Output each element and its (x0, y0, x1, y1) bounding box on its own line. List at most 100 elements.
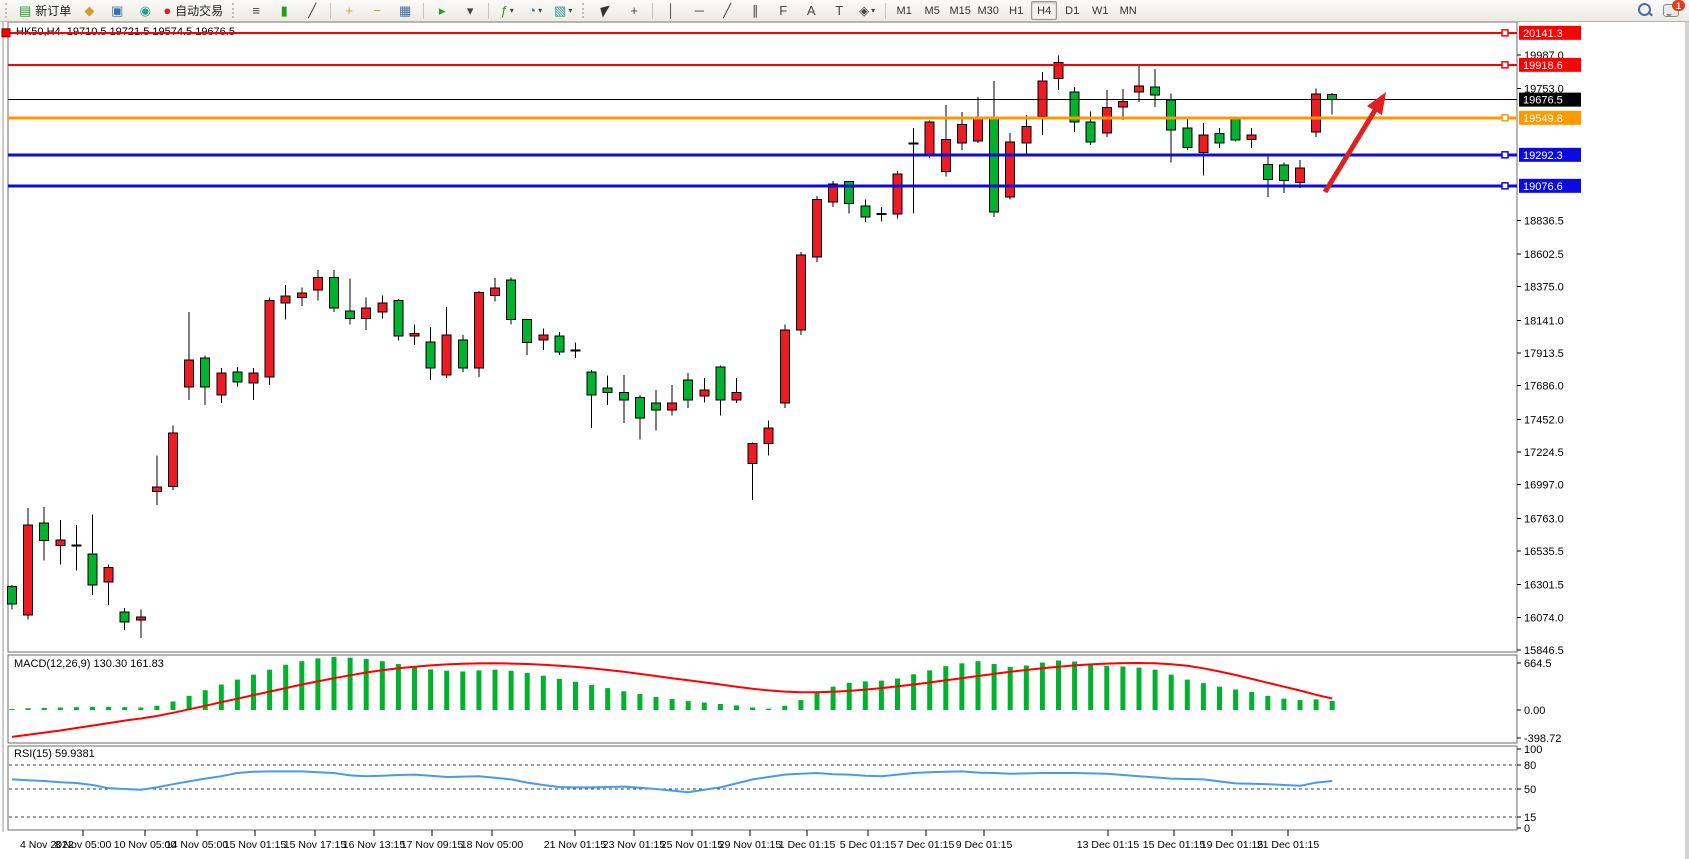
text-icon: A (806, 3, 816, 18)
svg-text:-398.72: -398.72 (1524, 733, 1561, 745)
timeframe-mn[interactable]: MN (1119, 4, 1137, 17)
svg-text:19918.6: 19918.6 (1523, 60, 1563, 72)
svg-text:13 Dec 01:15: 13 Dec 01:15 (1077, 839, 1140, 851)
zoom-in-icon: + (345, 3, 353, 18)
fibonacci-button[interactable]: F (769, 1, 797, 21)
shapes-button[interactable]: ◈ ▾ (853, 1, 881, 21)
new-chart-button[interactable]: ▸ (428, 1, 456, 21)
toolbar-separator (423, 2, 425, 19)
crosshair-button[interactable]: + (620, 1, 648, 21)
zoom-out-icon: − (373, 3, 381, 18)
line-chart-button[interactable]: ╱ (298, 1, 326, 21)
cursor-button[interactable]: ◤ (592, 1, 620, 21)
horizontal-line-button[interactable]: ─ (685, 1, 713, 21)
gold-button[interactable]: ◆ (75, 1, 103, 21)
news-button[interactable]: ◉ (131, 1, 159, 21)
bar-chart-button[interactable]: ≡ (242, 1, 270, 21)
svg-text:18836.5: 18836.5 (1524, 215, 1564, 227)
svg-text:5 Dec 01:15: 5 Dec 01:15 (840, 839, 897, 851)
svg-text:15: 15 (1524, 812, 1536, 824)
svg-text:8 Nov 05:00: 8 Nov 05:00 (55, 839, 112, 851)
svg-text:16535.5: 16535.5 (1524, 546, 1564, 558)
toolbar-grip (232, 3, 238, 18)
auto-trading-label: 自动交易 (175, 4, 224, 18)
channel-button[interactable]: ∥ (741, 1, 769, 21)
svg-text:17224.5: 17224.5 (1524, 447, 1564, 459)
price-axis: 19987.0 19753.0 18836.5 18602.5 18375.0 18141… (1517, 50, 1564, 657)
new-order-label: 新订单 (35, 4, 72, 18)
svg-text:80: 80 (1524, 760, 1536, 772)
periods-button[interactable]: ◔ ▾ (521, 1, 549, 21)
chart-area[interactable] (8, 22, 1517, 832)
terminal-button[interactable]: ▣ (103, 1, 131, 21)
svg-text:4 Nov 2022: 4 Nov 2022 (20, 839, 74, 851)
candlestick-chart-button[interactable]: ▮ (270, 1, 298, 21)
svg-text:14 Nov 05:00: 14 Nov 05:00 (166, 839, 229, 851)
text-button[interactable]: A (797, 1, 825, 21)
svg-text:9 Dec 01:15: 9 Dec 01:15 (956, 839, 1013, 851)
svg-text:17 Nov 09:15: 17 Nov 09:15 (401, 839, 464, 851)
indicators-button[interactable]: ƒ ▾ (493, 1, 521, 21)
toolbar-separator (488, 2, 490, 19)
svg-text:0.00: 0.00 (1524, 705, 1545, 717)
profiles-icon: ▾ (466, 3, 474, 18)
svg-text:16763.0: 16763.0 (1524, 513, 1564, 525)
svg-text:19076.6: 19076.6 (1523, 181, 1563, 193)
svg-text:100: 100 (1524, 744, 1542, 756)
shapes-icon: ◈ (859, 3, 870, 18)
zoom-in-button[interactable]: + (335, 1, 363, 21)
channel-icon: ∥ (751, 3, 759, 18)
timeframe-d1[interactable]: D1 (1065, 4, 1080, 17)
svg-text:16074.0: 16074.0 (1524, 612, 1564, 624)
svg-text:19549.8: 19549.8 (1523, 113, 1563, 125)
rsi-indicator-label: RSI(15) 59.9381 (14, 748, 95, 760)
timeframe-h4[interactable]: H4 (1031, 1, 1058, 20)
chat-button[interactable]: 1 (1663, 0, 1685, 17)
fibonacci-icon: F (779, 3, 788, 18)
new-order-button[interactable]: ▤ 新订单 (15, 1, 75, 21)
search-icon (1638, 2, 1651, 16)
svg-text:19753.0: 19753.0 (1524, 84, 1564, 96)
trendline-button[interactable]: ╱ (713, 1, 741, 21)
zoom-out-button[interactable]: − (363, 1, 391, 21)
timeframe-w1[interactable]: W1 (1091, 4, 1109, 17)
template-icon: ▧ (554, 3, 567, 18)
timeframe-m1[interactable]: M1 (896, 4, 912, 17)
search-button[interactable] (1638, 2, 1651, 19)
clock-icon: ◔ (528, 3, 537, 18)
svg-text:15 Nov 01:15: 15 Nov 01:15 (224, 839, 287, 851)
templates-button[interactable]: ▧ ▾ (549, 1, 577, 21)
svg-text:15 Dec 01:15: 15 Dec 01:15 (1143, 839, 1206, 851)
svg-text:21 Dec 01:15: 21 Dec 01:15 (1257, 839, 1320, 851)
text-label-button[interactable]: T (825, 1, 853, 21)
timeframe-h1[interactable]: H1 (1009, 4, 1024, 17)
notification-badge: 1 (1672, 0, 1685, 11)
timeframe-m30[interactable]: M30 (977, 4, 999, 17)
svg-text:18141.0: 18141.0 (1524, 315, 1564, 327)
svg-text:19676.5: 19676.5 (1523, 95, 1563, 107)
crosshair-icon: + (630, 3, 638, 18)
auto-trading-button[interactable]: ● 自动交易 (159, 1, 227, 21)
indicators-icon: ƒ (500, 3, 508, 18)
profiles-button[interactable]: ▾ (456, 1, 484, 21)
vertical-line-button[interactable]: │ (657, 1, 685, 21)
svg-text:18602.5: 18602.5 (1524, 249, 1564, 261)
svg-text:16 Nov 13:15: 16 Nov 13:15 (343, 839, 406, 851)
timeframe-m15[interactable]: M15 (949, 4, 971, 17)
toolbar-separator (885, 2, 887, 19)
news-icon: ◉ (139, 3, 151, 18)
tile-windows-button[interactable]: ▦ (391, 1, 419, 21)
text-label-icon: T (835, 3, 844, 18)
chevron-down-icon: ▾ (871, 6, 876, 15)
window-edge (1685, 0, 1689, 859)
gold-icon: ◆ (84, 3, 95, 18)
new-order-icon: ▤ (19, 3, 32, 18)
chevron-down-icon: ▾ (509, 6, 514, 15)
svg-text:19 Dec 01:15: 19 Dec 01:15 (1201, 839, 1264, 851)
svg-text:15 Nov 17:15: 15 Nov 17:15 (284, 839, 347, 851)
svg-text:21 Nov 01:15: 21 Nov 01:15 (544, 839, 607, 851)
price-badges: 20141.3 19918.6 19676.5 19549.8 19292.3 19076… (1519, 25, 1581, 193)
timeframe-m5[interactable]: M5 (924, 4, 940, 17)
chevron-down-icon: ▾ (538, 6, 543, 15)
